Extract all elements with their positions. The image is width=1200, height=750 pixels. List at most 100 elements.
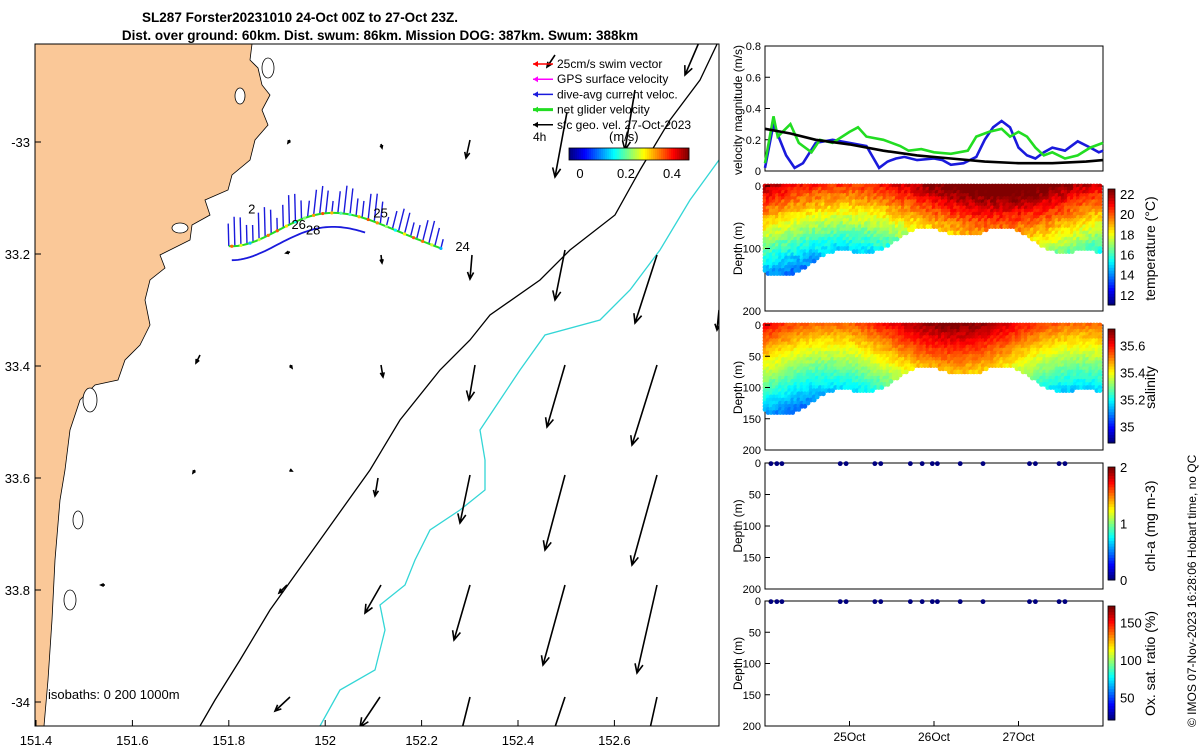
current-vector xyxy=(337,191,341,214)
surface-data-point xyxy=(774,461,780,467)
map-colorbar-segment xyxy=(629,148,632,160)
colorbar-segment xyxy=(1108,261,1115,265)
map-colorbar-segment xyxy=(573,148,576,160)
glider-position-dot xyxy=(384,224,388,229)
current-vector xyxy=(367,193,372,220)
colorbar-segment xyxy=(1108,223,1115,228)
colorbar-segment xyxy=(1108,668,1115,673)
colorbar-frame xyxy=(1107,188,1116,306)
velocity-y-tick-label: 0.4 xyxy=(746,104,761,116)
map-colorbar-segment xyxy=(647,148,650,160)
current-vector xyxy=(415,224,421,240)
glider-position-dot xyxy=(393,228,398,232)
geo-velocity-arrow xyxy=(544,364,566,429)
colorbar-segment xyxy=(1108,437,1115,441)
day-label: 24 xyxy=(455,239,469,254)
geo-velocity-arrow xyxy=(630,364,658,447)
depth-tick-label: 50 xyxy=(749,627,761,639)
profile-data-point xyxy=(830,249,835,255)
profile-panel-frame xyxy=(764,462,1104,590)
geo-velocity-arrow xyxy=(552,249,566,302)
colorbar-segment xyxy=(1108,674,1115,678)
colorbar-segment xyxy=(1108,648,1115,653)
map-colorbar-segment xyxy=(619,148,622,160)
map-colorbar-segment xyxy=(635,148,638,160)
map-colorbar-segment xyxy=(667,148,670,160)
map-colorbar-segment xyxy=(589,148,592,160)
profile-data-point xyxy=(830,388,835,393)
isobath-legend-text: isobaths: 0 200 1000m xyxy=(48,687,180,702)
map-colorbar-segment xyxy=(639,148,642,160)
map-colorbar-segment xyxy=(569,148,572,160)
surface-data-point xyxy=(919,461,925,467)
profile-data-point xyxy=(1097,388,1103,393)
current-vector xyxy=(239,217,242,246)
profile-data-point xyxy=(885,243,891,248)
glider-position-dot xyxy=(266,233,270,237)
map-colorbar-segment xyxy=(623,148,626,160)
glider-position-dot xyxy=(366,217,370,222)
depth-tick-label: 100 xyxy=(743,659,761,671)
colorbar-segment xyxy=(1108,229,1115,233)
colorbar-segment xyxy=(1108,631,1115,635)
surface-data-point xyxy=(957,461,963,467)
map-colorbar-segment xyxy=(657,148,660,160)
map-colorbar-segment xyxy=(577,148,580,160)
legend-label-swim: 25cm/s swim vector xyxy=(557,57,662,71)
legend-arrowhead-geo xyxy=(533,121,538,128)
colorbar-segment xyxy=(1108,215,1115,219)
map-colorbar-segment xyxy=(677,148,680,160)
map-colorbar-segment xyxy=(687,148,690,160)
geo-velocity-arrow xyxy=(461,696,471,726)
depth-tick-label: 150 xyxy=(743,553,761,565)
colorbar-segment xyxy=(1108,663,1115,667)
current-vector xyxy=(269,209,272,234)
colorbar-segment xyxy=(1108,281,1115,286)
glider-position-dot xyxy=(293,220,298,224)
current-vector xyxy=(422,220,429,242)
surface-data-point xyxy=(779,461,785,467)
colorbar-segment xyxy=(1108,685,1115,690)
coastal-lake xyxy=(171,222,189,234)
map-colorbar-segment xyxy=(681,148,684,160)
colorbar-segment xyxy=(1108,640,1115,644)
depth-tick-label: 50 xyxy=(749,351,761,363)
surface-data-point xyxy=(1056,461,1062,467)
depth-tick-label: 0 xyxy=(755,596,761,608)
colorbar-segment xyxy=(1108,366,1115,370)
colorbar-segment xyxy=(1108,290,1115,294)
surface-data-point xyxy=(837,461,843,467)
legend-label-current: dive-avg current veloc. xyxy=(557,87,678,101)
glider-position-dot xyxy=(312,213,316,217)
map-colorbar-segment xyxy=(649,148,652,160)
geo-velocity-arrow xyxy=(286,139,291,145)
colorbar-segment xyxy=(1108,625,1115,630)
map-colorbar-segment xyxy=(665,148,668,160)
surface-data-point xyxy=(980,461,986,467)
colorbar-segment xyxy=(1108,702,1115,707)
colorbar-segment xyxy=(1108,252,1115,257)
profile-data-point xyxy=(870,249,875,255)
surface-data-point xyxy=(768,599,774,605)
colorbar-segment xyxy=(1108,711,1115,715)
colorbar-segment xyxy=(1108,329,1115,333)
map-colorbar-segment xyxy=(591,148,594,160)
colorbar-segment xyxy=(1108,360,1115,364)
colorbar-segment xyxy=(1108,343,1115,347)
surface-data-point xyxy=(1056,599,1062,605)
map-x-tick-label: 152.6 xyxy=(598,733,631,748)
colorbar-segment xyxy=(1108,284,1115,289)
velocity-y-tick-label: 0 xyxy=(755,166,761,178)
colorbar-tick-label: 1 xyxy=(1120,517,1127,532)
colorbar-segment xyxy=(1108,354,1115,358)
map-colorbar-segment xyxy=(643,148,646,160)
depth-tick-label: 100 xyxy=(743,521,761,533)
colorbar-segment xyxy=(1108,408,1115,413)
colorbar-segment xyxy=(1108,331,1115,336)
geo-velocity-arrow xyxy=(465,364,476,402)
map-colorbar-segment xyxy=(641,148,644,160)
current-vector xyxy=(361,200,365,218)
geo-velocity-arrow xyxy=(466,254,475,281)
